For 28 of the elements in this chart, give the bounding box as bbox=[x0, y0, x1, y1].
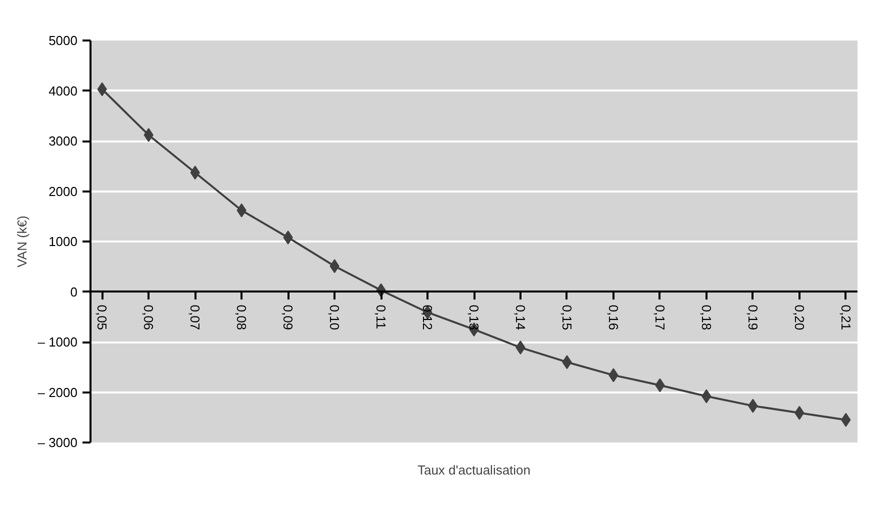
x-tick-label: 0,14 bbox=[512, 304, 528, 330]
x-tick-label: 0,05 bbox=[94, 304, 110, 330]
x-tick-label: 0,08 bbox=[234, 304, 250, 330]
y-tick-label: 5000 bbox=[48, 33, 78, 48]
x-tick-label: 0,18 bbox=[698, 304, 714, 330]
x-tick-label: 0,13 bbox=[466, 304, 482, 330]
x-tick-label: 0,20 bbox=[792, 304, 807, 330]
x-axis-title: Taux d'actualisation bbox=[417, 462, 531, 478]
y-tick-label: 4000 bbox=[48, 83, 78, 98]
x-tick-label: 0,15 bbox=[559, 304, 574, 330]
x-tick-label: 0,19 bbox=[745, 304, 760, 330]
x-tick-label: 0,12 bbox=[420, 304, 436, 330]
x-tick-label: 0,21 bbox=[838, 304, 854, 330]
x-tick-label: 0,11 bbox=[374, 304, 389, 330]
y-tick-label: – 2000 bbox=[38, 384, 78, 400]
y-tick-label: – 3000 bbox=[38, 435, 78, 450]
x-tick-label: 0,10 bbox=[327, 304, 342, 330]
y-tick-label: 3000 bbox=[48, 134, 78, 148]
x-tick-label: 0,06 bbox=[141, 304, 156, 330]
y-tick-label: 2000 bbox=[48, 184, 78, 199]
x-tick-label: 0,16 bbox=[606, 304, 621, 330]
x-tick-label: 0,17 bbox=[652, 304, 668, 330]
y-tick-label: 0 bbox=[70, 284, 78, 300]
x-tick-label: 0,09 bbox=[280, 304, 296, 330]
x-tick-label: 0,07 bbox=[188, 304, 203, 330]
y-axis-title: VAN (k€) bbox=[14, 216, 30, 268]
y-tick-label: 1000 bbox=[48, 234, 78, 249]
y-tick-label: – 1000 bbox=[38, 334, 78, 350]
